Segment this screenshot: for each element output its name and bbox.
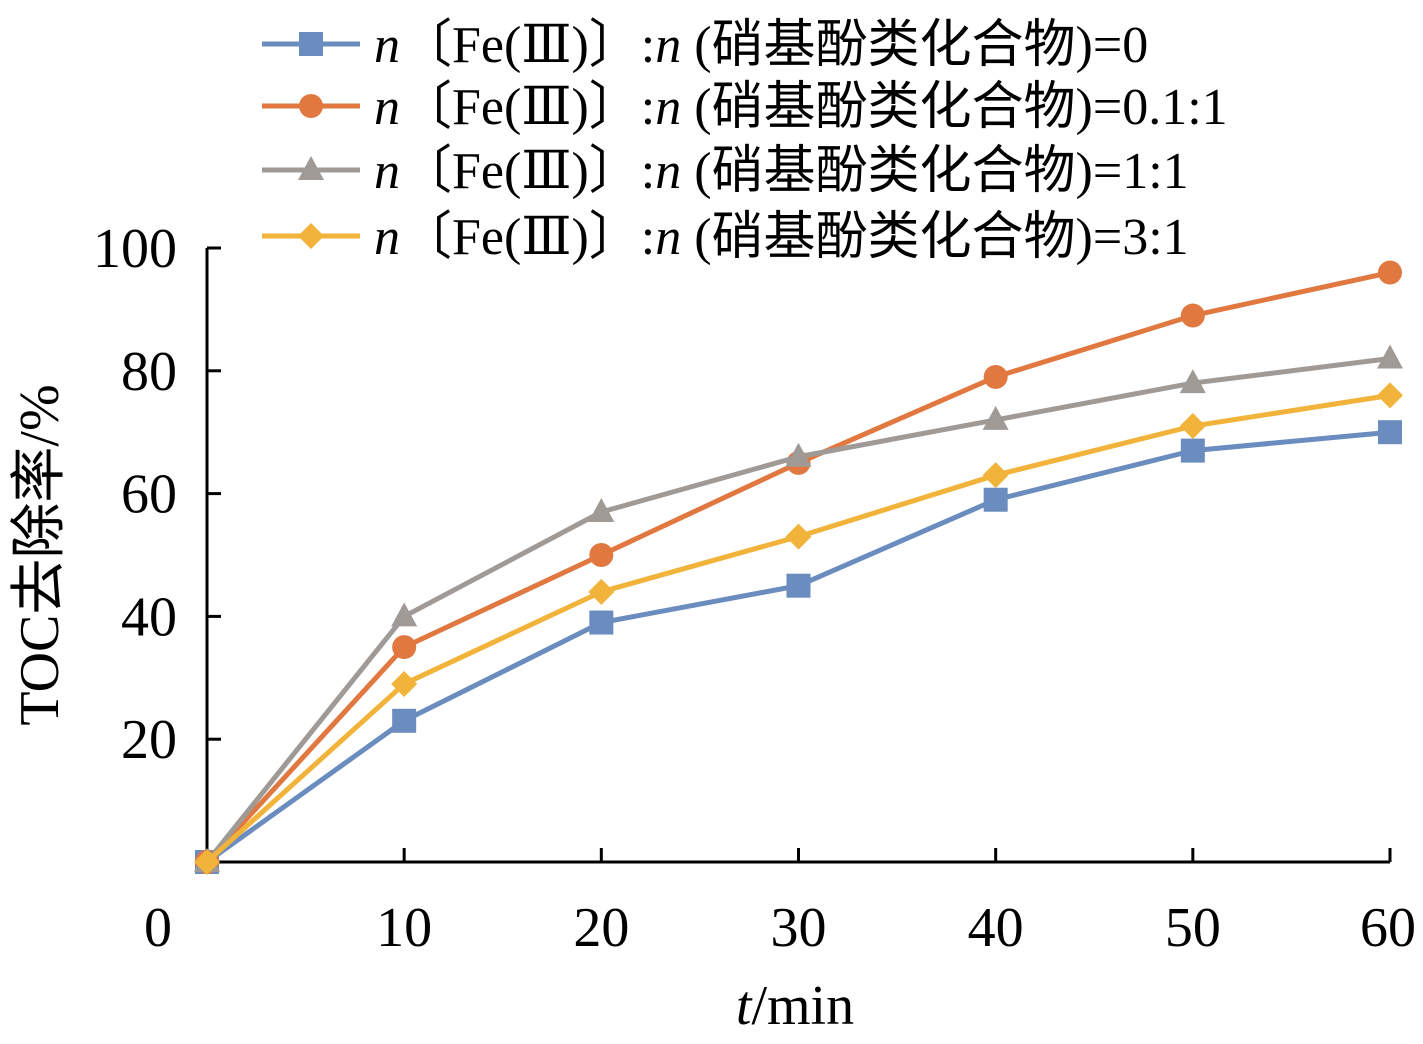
- x-tick-label: 20: [573, 897, 629, 959]
- series-line: [205, 429, 1391, 865]
- legend-fe: 〔Fe(Ⅲ)〕:: [400, 79, 655, 136]
- legend-var-n2: n: [655, 143, 694, 200]
- x-tick-label: 30: [771, 897, 827, 959]
- data-point: [1377, 344, 1403, 369]
- data-point: [1179, 413, 1206, 440]
- data-point: [1378, 420, 1402, 445]
- legend-fe: 〔Fe(Ⅲ)〕:: [400, 17, 655, 74]
- series-line: [205, 356, 1391, 864]
- legend: n〔Fe(Ⅲ)〕:n (硝基酚类化合物)=0n〔Fe(Ⅲ)〕:n (硝基酚类化合…: [262, 17, 1228, 266]
- legend-fe: 〔Fe(Ⅲ)〕:: [400, 143, 655, 200]
- legend-ratio: (硝基酚类化合物)=1:1: [694, 143, 1188, 200]
- data-point: [982, 462, 1009, 489]
- series-4: [194, 382, 1403, 875]
- legend-var-n2: n: [655, 79, 694, 136]
- data-point: [983, 487, 1008, 512]
- y-tick-label: 80: [121, 341, 177, 403]
- series-2: [195, 260, 1402, 874]
- data-point: [1179, 369, 1206, 394]
- data-point: [392, 708, 417, 733]
- data-point: [391, 670, 418, 697]
- legend-ratio: (硝基酚类化合物)=0.1:1: [694, 79, 1227, 136]
- legend-label: n〔Fe(Ⅲ)〕:n (硝基酚类化合物)=0.1:1: [374, 79, 1228, 136]
- legend-label: n〔Fe(Ⅲ)〕:n (硝基酚类化合物)=0: [374, 17, 1148, 74]
- data-point: [1180, 303, 1205, 328]
- legend-var-n2: n: [655, 17, 694, 74]
- legend-label: n〔Fe(Ⅲ)〕:n (硝基酚类化合物)=1:1: [374, 143, 1189, 200]
- series-layer: [194, 260, 1403, 875]
- data-point: [785, 442, 812, 467]
- x-tick-label: 50: [1165, 897, 1221, 959]
- x-tick-label: 10: [376, 897, 432, 959]
- legend-entry-4: n〔Fe(Ⅲ)〕:n (硝基酚类化合物)=3:1: [262, 209, 1189, 266]
- data-point: [785, 523, 812, 550]
- x-axis-title: t/min: [736, 975, 854, 1037]
- x-axis-title-var: t: [736, 975, 753, 1037]
- data-point: [392, 635, 417, 660]
- data-point: [1180, 438, 1205, 463]
- legend-var-n: n: [374, 143, 400, 200]
- x-tick-label: 60: [1360, 897, 1416, 959]
- legend-entry-1: n〔Fe(Ⅲ)〕:n (硝基酚类化合物)=0: [262, 17, 1148, 74]
- data-point: [588, 578, 615, 605]
- legend-var-n2: n: [655, 209, 694, 266]
- legend-fe: 〔Fe(Ⅲ)〕:: [400, 209, 655, 266]
- data-point: [391, 602, 418, 627]
- series-line: [205, 270, 1391, 864]
- data-point: [1377, 382, 1403, 409]
- y-tick-label: 60: [121, 464, 177, 526]
- legend-var-n: n: [374, 209, 400, 266]
- legend-entry-2: n〔Fe(Ⅲ)〕:n (硝基酚类化合物)=0.1:1: [262, 79, 1228, 136]
- series-1: [195, 420, 1402, 874]
- y-tick-label: 100: [93, 218, 177, 280]
- x-tick-label: 0: [144, 897, 172, 959]
- legend-var-n: n: [374, 79, 400, 136]
- y-tick-label: 40: [121, 586, 177, 648]
- data-point: [1378, 260, 1402, 285]
- legend-label: n〔Fe(Ⅲ)〕:n (硝基酚类化合物)=3:1: [374, 209, 1189, 266]
- data-point: [786, 573, 811, 598]
- legend-marker: [299, 94, 323, 118]
- x-tick-label: 40: [968, 897, 1024, 959]
- data-point: [982, 405, 1009, 430]
- legend-ratio: (硝基酚类化合物)=3:1: [694, 209, 1188, 266]
- series-3: [194, 344, 1403, 872]
- data-point: [194, 849, 220, 875]
- data-point: [588, 498, 615, 523]
- data-point: [983, 364, 1008, 389]
- y-tick-label: 20: [121, 709, 177, 771]
- legend-marker: [298, 223, 324, 249]
- data-point: [589, 543, 614, 567]
- axes: 0 10 20 30 40 50 60 20 40 60 80 100 t/min TOC去除率/%: [9, 218, 1416, 1037]
- legend-ratio: (硝基酚类化合物)=0: [694, 17, 1148, 74]
- x-axis-title-unit: /min: [751, 975, 854, 1037]
- legend-var-n: n: [374, 17, 400, 74]
- y-axis-title: TOC去除率/%: [9, 384, 71, 725]
- legend-marker: [298, 156, 324, 180]
- legend-entry-3: n〔Fe(Ⅲ)〕:n (硝基酚类化合物)=1:1: [262, 143, 1189, 200]
- data-point: [589, 610, 614, 635]
- legend-marker: [299, 32, 323, 56]
